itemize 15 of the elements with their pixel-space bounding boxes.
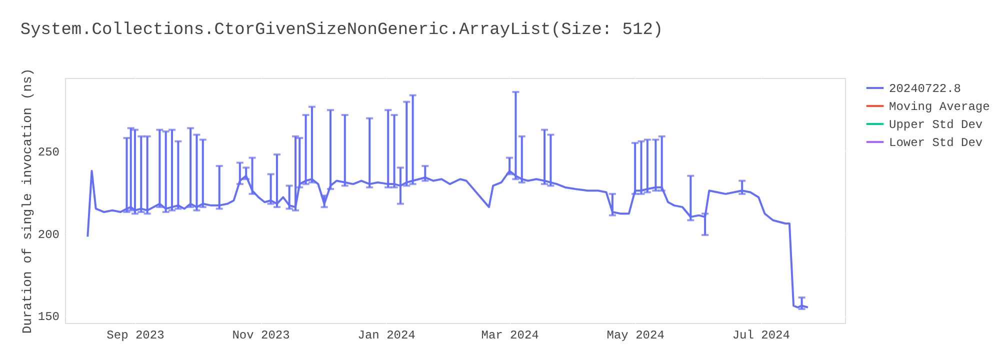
y-axis-title: Duration of single invocation (ns) [20, 68, 35, 334]
x-tick-label: Jul 2024 [732, 328, 790, 342]
legend-label: Moving Average [889, 100, 990, 114]
y-tick-label: 200 [38, 228, 60, 242]
x-tick-label: Mar 2024 [481, 328, 539, 342]
y-tick-label: 150 [38, 310, 60, 324]
x-tick-label: Jan 2024 [358, 328, 416, 342]
y-tick-label: 250 [38, 146, 60, 160]
legend-label: Upper Std Dev [889, 118, 983, 132]
x-tick-label: Sep 2023 [106, 328, 164, 342]
legend-label: 20240722.8 [889, 82, 962, 96]
x-tick-label: Nov 2023 [232, 328, 290, 342]
legend-label: Lower Std Dev [889, 136, 983, 150]
chart-title: System.Collections.CtorGivenSizeNonGeneric.ArrayList(Size: 512) [20, 20, 664, 40]
x-tick-label: May 2024 [606, 328, 664, 342]
